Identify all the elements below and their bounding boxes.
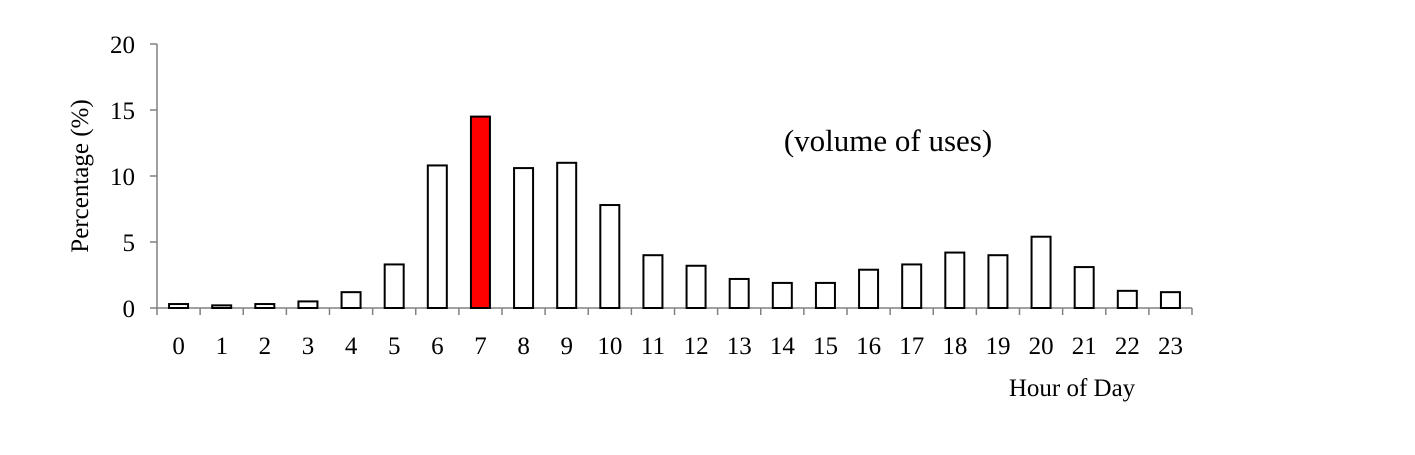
y-tick-label: 10	[110, 164, 135, 191]
y-axis: 0 5 10 15 20	[110, 32, 158, 323]
y-tick-label: 5	[123, 230, 136, 257]
x-tick-label: 9	[560, 333, 573, 360]
bar	[642, 254, 664, 309]
x-tick-label: 20	[1029, 333, 1054, 360]
x-tick-label: 5	[388, 333, 401, 360]
x-tick-label: 22	[1115, 333, 1140, 360]
x-tick-label: 15	[813, 333, 838, 360]
x-tick-label: 19	[985, 333, 1010, 360]
bar	[383, 263, 405, 310]
bars	[168, 115, 1181, 310]
bar	[297, 300, 319, 309]
chart-annotation: (volume of uses)	[784, 123, 992, 158]
bar	[599, 204, 621, 309]
y-tick-label: 0	[123, 296, 136, 323]
x-tick-label: 12	[684, 333, 709, 360]
bar	[858, 268, 880, 309]
y-tick-label: 20	[110, 32, 135, 59]
x-tick-label: 16	[856, 333, 881, 360]
x-tick-label: 8	[517, 333, 530, 360]
bar	[426, 164, 448, 309]
x-tick-label: 14	[770, 333, 796, 360]
bar	[211, 304, 233, 309]
bar	[513, 167, 535, 309]
x-tick-label: 13	[727, 333, 752, 360]
bar	[728, 277, 750, 309]
bar	[987, 254, 1009, 309]
x-tick-label: 3	[302, 333, 315, 360]
y-axis-title: Percentage (%)	[67, 99, 94, 252]
y-tick-label: 15	[110, 98, 135, 125]
x-ticks: 0 1 2 3 4 5 6 7 8 9 10 11 12 13 14 15 16 17 18 19 20 21 22 23	[156, 308, 1193, 360]
x-tick-label: 6	[431, 333, 444, 360]
bar	[685, 264, 707, 310]
bar-highlighted	[469, 115, 491, 309]
x-tick-label: 10	[597, 333, 622, 360]
bar	[1073, 266, 1095, 309]
bar	[254, 303, 276, 310]
bar	[1116, 289, 1138, 309]
bar	[340, 291, 362, 310]
bar	[944, 251, 966, 309]
x-axis-title: Hour of Day	[1009, 375, 1136, 402]
x-tick-label: 17	[899, 333, 924, 360]
bar	[771, 281, 793, 310]
y-ticks: 0 5 10 15 20	[110, 32, 157, 323]
bar	[901, 263, 923, 310]
x-tick-label: 4	[345, 333, 358, 360]
x-tick-label: 2	[259, 333, 272, 360]
x-axis: 0 1 2 3 4 5 6 7 8 9 10 11 12 13 14 15 16 17 18 19 20 21 22 23	[156, 307, 1193, 360]
x-tick-label: 11	[641, 333, 665, 360]
bar	[168, 303, 190, 310]
x-tick-label: 18	[942, 333, 967, 360]
x-tick-label: 1	[215, 333, 228, 360]
bar	[556, 161, 578, 309]
bar	[1159, 291, 1181, 310]
x-tick-label: 21	[1072, 333, 1097, 360]
x-tick-label: 23	[1158, 333, 1183, 360]
bar	[1030, 235, 1052, 309]
x-tick-label: 7	[474, 333, 487, 360]
x-tick-label: 0	[172, 333, 185, 360]
bar	[814, 281, 836, 310]
